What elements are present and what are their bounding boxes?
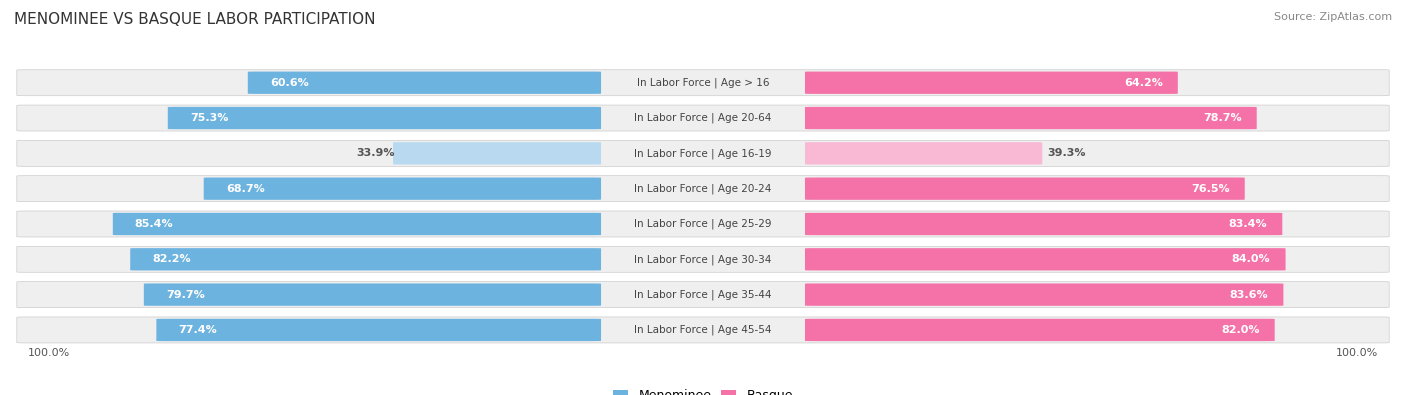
FancyBboxPatch shape [131, 248, 600, 271]
FancyBboxPatch shape [806, 248, 1285, 271]
Text: 84.0%: 84.0% [1232, 254, 1271, 264]
FancyBboxPatch shape [156, 319, 600, 341]
Text: 60.6%: 60.6% [270, 78, 308, 88]
FancyBboxPatch shape [806, 107, 1257, 129]
FancyBboxPatch shape [112, 213, 600, 235]
Text: 33.9%: 33.9% [356, 149, 395, 158]
Text: 83.4%: 83.4% [1229, 219, 1267, 229]
Text: 75.3%: 75.3% [190, 113, 228, 123]
Text: 79.7%: 79.7% [166, 290, 205, 300]
Text: 82.0%: 82.0% [1220, 325, 1260, 335]
FancyBboxPatch shape [394, 142, 600, 164]
FancyBboxPatch shape [167, 107, 600, 129]
Text: Source: ZipAtlas.com: Source: ZipAtlas.com [1274, 12, 1392, 22]
Text: In Labor Force | Age 30-34: In Labor Force | Age 30-34 [634, 254, 772, 265]
Text: In Labor Force | Age 20-24: In Labor Force | Age 20-24 [634, 183, 772, 194]
FancyBboxPatch shape [806, 319, 1275, 341]
Text: In Labor Force | Age 20-64: In Labor Force | Age 20-64 [634, 113, 772, 123]
FancyBboxPatch shape [17, 246, 1389, 272]
FancyBboxPatch shape [143, 284, 600, 306]
FancyBboxPatch shape [806, 142, 1042, 164]
FancyBboxPatch shape [17, 317, 1389, 343]
Text: 77.4%: 77.4% [179, 325, 217, 335]
Text: 76.5%: 76.5% [1191, 184, 1230, 194]
Text: 39.3%: 39.3% [1047, 149, 1087, 158]
Text: In Labor Force | Age 25-29: In Labor Force | Age 25-29 [634, 219, 772, 229]
FancyBboxPatch shape [204, 177, 600, 200]
FancyBboxPatch shape [806, 213, 1282, 235]
FancyBboxPatch shape [17, 282, 1389, 308]
Legend: Menominee, Basque: Menominee, Basque [609, 384, 797, 395]
Text: In Labor Force | Age 16-19: In Labor Force | Age 16-19 [634, 148, 772, 159]
FancyBboxPatch shape [17, 211, 1389, 237]
Text: 68.7%: 68.7% [226, 184, 264, 194]
Text: 100.0%: 100.0% [1336, 348, 1378, 357]
Text: 85.4%: 85.4% [135, 219, 173, 229]
Text: 78.7%: 78.7% [1204, 113, 1241, 123]
Text: 64.2%: 64.2% [1123, 78, 1163, 88]
FancyBboxPatch shape [17, 140, 1389, 166]
Text: In Labor Force | Age 35-44: In Labor Force | Age 35-44 [634, 290, 772, 300]
FancyBboxPatch shape [17, 70, 1389, 96]
Text: 83.6%: 83.6% [1230, 290, 1268, 300]
FancyBboxPatch shape [806, 177, 1244, 200]
FancyBboxPatch shape [806, 284, 1284, 306]
FancyBboxPatch shape [247, 71, 600, 94]
Text: In Labor Force | Age 45-54: In Labor Force | Age 45-54 [634, 325, 772, 335]
Text: In Labor Force | Age > 16: In Labor Force | Age > 16 [637, 77, 769, 88]
FancyBboxPatch shape [17, 176, 1389, 202]
Text: 82.2%: 82.2% [152, 254, 191, 264]
FancyBboxPatch shape [17, 105, 1389, 131]
Text: MENOMINEE VS BASQUE LABOR PARTICIPATION: MENOMINEE VS BASQUE LABOR PARTICIPATION [14, 12, 375, 27]
FancyBboxPatch shape [806, 71, 1178, 94]
Text: 100.0%: 100.0% [28, 348, 70, 357]
